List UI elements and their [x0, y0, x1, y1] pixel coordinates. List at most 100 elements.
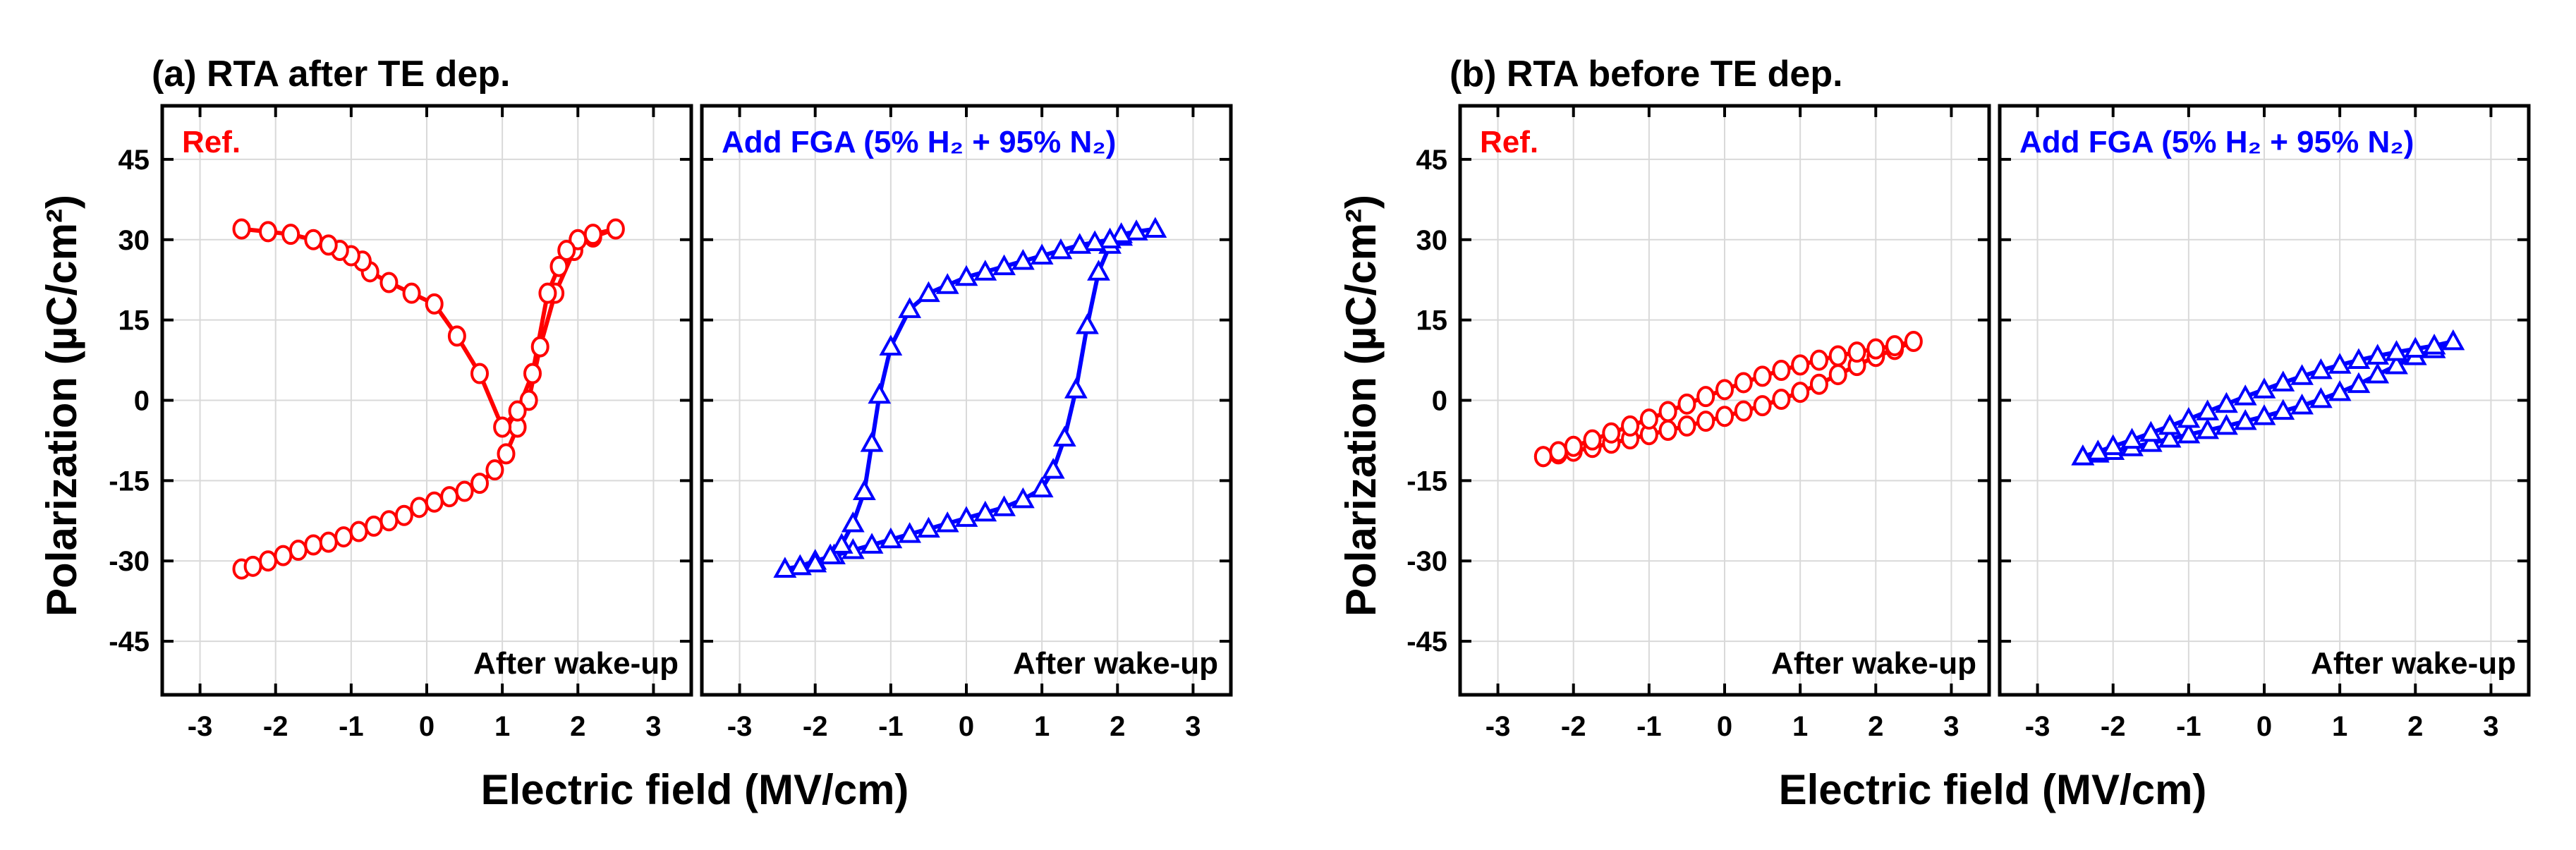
- data-point: [773, 557, 797, 578]
- data-point: [1847, 341, 1866, 363]
- plot-b-ref: -3 -2 -1 0 1 2 3 45 30 15 0 -15 -30 -45 Ref. After wake…: [1407, 104, 1991, 742]
- x-axis-label-right: Electric field (MV/cm): [1779, 766, 2207, 813]
- data-point: [1041, 458, 1065, 479]
- data-point: [2328, 353, 2352, 374]
- data-point: [2101, 434, 2125, 456]
- data-point: [508, 400, 527, 422]
- data-point: [2177, 406, 2201, 428]
- data-point: [485, 459, 504, 481]
- data-point: [2309, 387, 2333, 408]
- data-point: [1030, 476, 1054, 498]
- data-point: [1068, 233, 1092, 254]
- x-tick-label: -3: [2025, 711, 2051, 742]
- data-point: [2328, 380, 2352, 401]
- data-point: [1533, 446, 1553, 468]
- data-point: [1621, 415, 1640, 437]
- data-point: [1904, 331, 1923, 352]
- data-point: [788, 554, 812, 576]
- data-point: [2233, 384, 2257, 406]
- x-tick-label: -1: [878, 711, 904, 742]
- x-tick-label: -2: [2101, 711, 2126, 742]
- data-point: [860, 431, 884, 452]
- x-tick-label: -2: [1561, 711, 1586, 742]
- data-point: [493, 416, 512, 438]
- data-point: [2290, 393, 2314, 415]
- data-point: [1052, 425, 1076, 447]
- data-point: [2422, 333, 2446, 355]
- data-point: [1658, 401, 1677, 423]
- data-point: [425, 293, 444, 315]
- data-point: [259, 550, 277, 572]
- data-point: [2385, 340, 2408, 361]
- data-point: [402, 282, 421, 304]
- data-point: [1828, 345, 1847, 367]
- data-point: [2215, 413, 2238, 435]
- data-point: [410, 497, 429, 518]
- data-point: [2347, 372, 2371, 394]
- data-point: [852, 479, 876, 500]
- data-point: [954, 506, 978, 527]
- data-point: [898, 522, 922, 543]
- data-point: [1030, 243, 1054, 265]
- data-point: [349, 521, 368, 542]
- data-point: [606, 218, 625, 240]
- data-point: [1866, 338, 1885, 360]
- data-point: [2158, 413, 2182, 435]
- data-point: [1639, 408, 1658, 430]
- data-point: [1124, 219, 1148, 241]
- data-point: [830, 533, 853, 554]
- y-tick-label: 30: [119, 225, 150, 256]
- data-point: [1011, 249, 1035, 270]
- data-point: [879, 334, 903, 356]
- plot-a-fga: -3 -2 -1 0 1 2 3 Add FGA (5% H₂ + 95% N₂) After …: [700, 104, 1233, 742]
- data-point: [1549, 441, 1568, 463]
- x-tick-label: 2: [570, 711, 585, 742]
- data-point: [549, 255, 569, 277]
- data-point: [935, 511, 959, 533]
- data-point: [523, 363, 542, 384]
- data-point: [2086, 439, 2110, 461]
- series-label: Add FGA (5% H₂ + 95% N₂): [722, 125, 1116, 159]
- data-point: [583, 224, 602, 245]
- data-point: [841, 511, 865, 533]
- x-tick-label: 1: [2332, 711, 2347, 742]
- series-line: [241, 226, 618, 571]
- data-point: [281, 224, 300, 245]
- data-point: [2271, 399, 2295, 420]
- y-tick-label: -15: [109, 466, 150, 497]
- data-point: [1583, 429, 1602, 451]
- x-tick-label: 3: [1185, 711, 1201, 742]
- y-tick-label: 15: [1416, 305, 1448, 336]
- data-point: [274, 545, 293, 566]
- after-wake-up-note: After wake-up: [473, 646, 679, 681]
- data-point: [440, 486, 459, 508]
- data-point: [379, 272, 399, 293]
- data-point: [898, 297, 922, 318]
- data-point: [2071, 444, 2095, 466]
- data-point: [304, 534, 323, 556]
- data-point: [1809, 349, 1828, 371]
- data-point: [2309, 358, 2333, 380]
- data-point: [1734, 400, 1753, 422]
- data-point: [868, 382, 892, 404]
- data-point: [935, 273, 959, 294]
- y-tick-label: 45: [119, 145, 150, 176]
- data-point: [1696, 386, 1715, 408]
- data-point: [1110, 222, 1134, 243]
- data-point: [319, 531, 338, 553]
- data-point: [2271, 370, 2295, 391]
- data-point: [1734, 372, 1753, 394]
- data-point: [334, 526, 353, 548]
- data-point: [1098, 227, 1122, 249]
- data-point: [538, 282, 557, 304]
- y-tick-label: -30: [109, 546, 150, 577]
- data-point: [917, 281, 940, 303]
- x-tick-label: -1: [2176, 711, 2201, 742]
- data-point: [365, 515, 383, 537]
- data-point: [1064, 377, 1088, 399]
- y-tick-label: 30: [1416, 225, 1448, 256]
- data-point: [557, 239, 576, 261]
- data-point: [879, 527, 903, 549]
- data-point: [2139, 420, 2163, 442]
